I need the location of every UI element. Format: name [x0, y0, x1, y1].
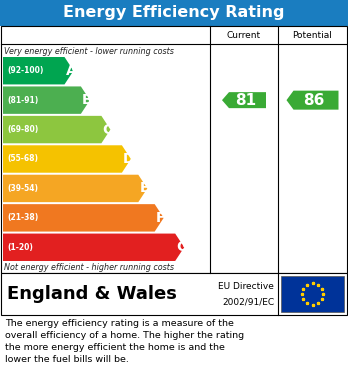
Text: D: D — [123, 152, 134, 166]
Text: The energy efficiency rating is a measure of the
overall efficiency of a home. T: The energy efficiency rating is a measur… — [5, 319, 244, 364]
Text: (92-100): (92-100) — [7, 66, 44, 75]
Bar — [1, 26, 347, 273]
Text: B: B — [82, 93, 93, 107]
Text: Energy Efficiency Rating: Energy Efficiency Rating — [63, 5, 285, 20]
Text: (81-91): (81-91) — [7, 96, 38, 105]
Bar — [0, 0, 348, 26]
Polygon shape — [222, 92, 266, 108]
Text: Potential: Potential — [293, 30, 332, 39]
Text: E: E — [139, 181, 149, 196]
Text: EU Directive: EU Directive — [218, 282, 274, 291]
Text: Very energy efficient - lower running costs: Very energy efficient - lower running co… — [4, 47, 174, 56]
Text: 2002/91/EC: 2002/91/EC — [222, 297, 274, 306]
Polygon shape — [3, 86, 90, 114]
Text: England & Wales: England & Wales — [7, 285, 177, 303]
Polygon shape — [3, 145, 131, 173]
Text: 81: 81 — [235, 93, 256, 108]
Polygon shape — [3, 116, 110, 143]
Polygon shape — [3, 204, 164, 231]
Bar — [1, 273, 347, 315]
Text: (21-38): (21-38) — [7, 213, 38, 222]
Text: C: C — [102, 122, 113, 136]
Text: (39-54): (39-54) — [7, 184, 38, 193]
Text: F: F — [156, 211, 165, 225]
Text: G: G — [176, 240, 188, 254]
Polygon shape — [3, 233, 184, 261]
Polygon shape — [3, 175, 147, 202]
Polygon shape — [3, 57, 73, 84]
Bar — [281, 276, 344, 312]
Polygon shape — [286, 91, 339, 109]
Text: Current: Current — [227, 30, 261, 39]
Text: (1-20): (1-20) — [7, 243, 33, 252]
Text: A: A — [65, 64, 76, 78]
Text: Not energy efficient - higher running costs: Not energy efficient - higher running co… — [4, 263, 174, 272]
Text: (69-80): (69-80) — [7, 125, 38, 134]
Text: (55-68): (55-68) — [7, 154, 38, 163]
Text: 86: 86 — [303, 93, 325, 108]
